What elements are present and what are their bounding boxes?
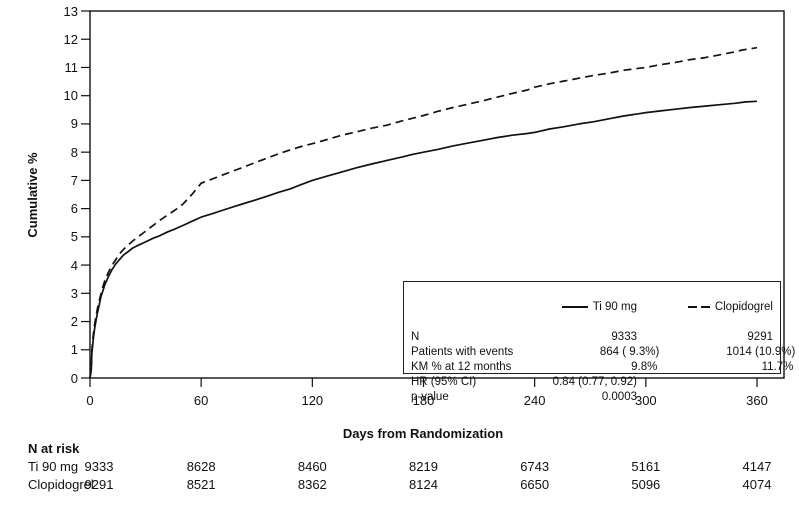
stats-legend-box: Ti 90 mg Clopidogrel N 9333 9291 Patient… [403, 281, 796, 403]
x-tick-label: 180 [412, 393, 435, 408]
risk-value: 5096 [631, 477, 661, 492]
y-tick-label: 4 [70, 257, 78, 273]
risk-value: 8219 [409, 459, 438, 474]
plot-frame [89, 10, 785, 379]
series-clopidogrel-curve [89, 46, 758, 379]
risk-value: 8460 [297, 459, 327, 474]
risk-value: 8124 [409, 477, 438, 492]
stats-row-hr: HR (95% CI) 0.84 (0.77, 0.92) [411, 375, 637, 388]
x-tick-label: 0 [86, 393, 94, 408]
x-tick-label: 360 [746, 393, 768, 408]
y-tick-label: 12 [63, 31, 78, 47]
y-tick-label: 0 [70, 370, 78, 386]
y-tick-label: 3 [70, 285, 78, 301]
stats-row-events: Patients with events 864 ( 9.3%) 1014 (1… [411, 345, 796, 358]
risk-value: 9291 [84, 477, 114, 492]
legend-series-clopidogrel-label: Clopidogrel [714, 300, 773, 313]
y-tick-label: 7 [70, 172, 78, 188]
solid-line-sample-icon [561, 306, 588, 308]
n-at-risk-title: N at risk [28, 441, 80, 456]
x-axis-title: Days from Randomization [342, 426, 504, 441]
x-tick-label: 300 [634, 393, 657, 408]
risk-value: 8362 [297, 477, 327, 492]
risk-row-label-ti90: Ti 90 mg [28, 459, 79, 474]
y-tick-label: 8 [70, 144, 78, 160]
stats-row-pvalue: p-value 0.0003 [411, 390, 637, 403]
x-tick-label: 240 [523, 393, 546, 408]
risk-value: 5161 [631, 459, 661, 474]
risk-value: 9333 [84, 459, 114, 474]
y-tick-label: 2 [70, 314, 78, 330]
risk-value: 4074 [742, 477, 772, 492]
risk-row-label-clopidogrel: Clopidogrel [28, 477, 94, 492]
y-tick-label: 11 [64, 59, 79, 75]
x-tick-label: 60 [193, 393, 209, 408]
y-tick-label: 6 [70, 201, 78, 217]
y-tick-label: 10 [63, 88, 78, 104]
x-tick-label: 120 [301, 393, 324, 408]
series-ti90mg-curve [89, 100, 758, 379]
y-tick-label: 13 [63, 3, 78, 19]
legend-header-row: Ti 90 mg Clopidogrel [404, 283, 780, 330]
y-tick-label: 1 [70, 342, 78, 358]
y-tick-label: 5 [70, 229, 78, 245]
risk-value: 6743 [520, 459, 550, 474]
dashed-line-sample-icon [687, 306, 710, 308]
stats-row-km12: KM % at 12 months 9.8% 11.7% [411, 360, 794, 373]
y-tick-label: 9 [70, 116, 78, 132]
risk-value: 8628 [186, 459, 216, 474]
stats-row-n: N 9333 9291 [411, 330, 773, 343]
risk-value: 8521 [186, 477, 216, 492]
risk-value: 6650 [520, 477, 550, 492]
risk-value: 4147 [742, 459, 772, 474]
legend-series-ti90-label: Ti 90 mg [592, 300, 637, 313]
